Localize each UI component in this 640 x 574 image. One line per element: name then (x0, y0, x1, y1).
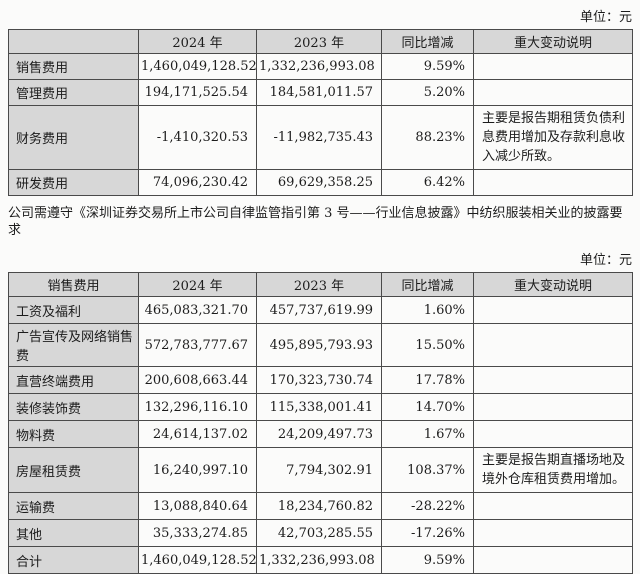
table-row: 其他 35,333,274.85 42,703,285.55 -17.26% (8, 519, 633, 547)
yoy-change: 9.59% (381, 546, 474, 574)
table-header-row: 2024 年 2023 年 同比增减 重大变动说明 (8, 29, 633, 54)
unit-label-top: 单位：元 (579, 10, 632, 25)
table-header-row: 销售费用 2024 年 2023 年 同比增减 重大变动说明 (8, 272, 633, 297)
table-row: 广告宣传及网络销售费 572,783,777.67 495,895,793.93… (8, 323, 633, 367)
header-2023: 2023 年 (256, 272, 382, 297)
expense-label: 广告宣传及网络销售费 (8, 323, 139, 367)
expense-label: 装修装饰费 (8, 393, 139, 421)
value-2024: 1,460,049,128.52 (138, 546, 257, 574)
value-2024: 35,333,274.85 (138, 519, 257, 547)
table-row: 装修装饰费 132,296,116.10 115,338,001.41 14.7… (8, 393, 633, 421)
yoy-change: 9.59% (381, 53, 474, 80)
change-note (473, 546, 633, 574)
header-2023: 2023 年 (256, 29, 382, 54)
expense-label: 研发费用 (8, 169, 139, 196)
expense-label: 管理费用 (8, 79, 139, 106)
change-note (473, 323, 633, 367)
yoy-change: 14.70% (381, 393, 474, 421)
expense-label: 运输费 (8, 492, 139, 520)
header-2024: 2024 年 (138, 272, 257, 297)
value-2024: 132,296,116.10 (138, 393, 257, 421)
header-change-note: 重大变动说明 (473, 272, 633, 297)
yoy-change: 15.50% (381, 323, 474, 367)
table-row: 研发费用 74,096,230.42 69,629,358.25 6.42% (8, 169, 633, 196)
change-note (473, 393, 633, 421)
change-note (473, 420, 633, 448)
table-row: 管理费用 194,171,525.54 184,581,011.57 5.20% (8, 79, 633, 106)
value-2024: 24,614,137.02 (138, 420, 257, 448)
value-2024: 200,608,663.44 (138, 366, 257, 394)
yoy-change: -17.26% (381, 519, 474, 547)
value-2024: 1,460,049,128.52 (138, 53, 257, 80)
selling-expense-detail-table: 销售费用 2024 年 2023 年 同比增减 重大变动说明 工资及福利 465… (8, 272, 633, 574)
change-note (473, 519, 633, 547)
table-row: 合计 1,460,049,128.52 1,332,236,993.08 9.5… (8, 546, 633, 574)
value-2023: 457,737,619.99 (256, 296, 382, 324)
value-2024: -1,410,320.53 (138, 105, 257, 170)
header-2024: 2024 年 (138, 29, 257, 54)
change-note: 主要是报告期直播场地及境外仓库租赁费用增加。 (473, 447, 633, 493)
yoy-change: 1.60% (381, 296, 474, 324)
table-row: 销售费用 1,460,049,128.52 1,332,236,993.08 9… (8, 53, 633, 80)
expense-label: 其他 (8, 519, 139, 547)
yoy-change: 108.37% (381, 447, 474, 493)
yoy-change: 5.20% (381, 79, 474, 106)
value-2023: 24,209,497.73 (256, 420, 382, 448)
expense-label: 工资及福利 (8, 296, 139, 324)
header-yoy-change: 同比增减 (381, 29, 474, 54)
change-note (473, 79, 633, 106)
expense-label: 财务费用 (8, 105, 139, 170)
table-row: 工资及福利 465,083,321.70 457,737,619.99 1.60… (8, 296, 633, 324)
value-2023: 495,895,793.93 (256, 323, 382, 367)
value-2024: 13,088,840.64 (138, 492, 257, 520)
yoy-change: 88.23% (381, 105, 474, 170)
table-row: 直营终端费用 200,608,663.44 170,323,730.74 17.… (8, 366, 633, 394)
expense-label: 直营终端费用 (8, 366, 139, 394)
header-selling-expense: 销售费用 (8, 272, 139, 297)
value-2023: 1,332,236,993.08 (256, 546, 382, 574)
table-row: 房屋租赁费 16,240,997.10 7,794,302.91 108.37%… (8, 447, 633, 493)
change-note (473, 296, 633, 324)
value-2024: 74,096,230.42 (138, 169, 257, 196)
expense-summary-table: 2024 年 2023 年 同比增减 重大变动说明 销售费用 1,460,049… (8, 29, 633, 196)
table-row: 物料费 24,614,137.02 24,209,497.73 1.67% (8, 420, 633, 448)
table-row: 财务费用 -1,410,320.53 -11,982,735.43 88.23%… (8, 105, 633, 170)
yoy-change: -28.22% (381, 492, 474, 520)
yoy-change: 1.67% (381, 420, 474, 448)
yoy-change: 6.42% (381, 169, 474, 196)
value-2023: 18,234,760.82 (256, 492, 382, 520)
expense-label: 销售费用 (8, 53, 139, 80)
value-2023: 1,332,236,993.08 (256, 53, 382, 80)
yoy-change: 17.78% (381, 366, 474, 394)
value-2023: 7,794,302.91 (256, 447, 382, 493)
expense-label: 合计 (8, 546, 139, 574)
value-2024: 465,083,321.70 (138, 296, 257, 324)
change-note (473, 169, 633, 196)
value-2023: 42,703,285.55 (256, 519, 382, 547)
change-note (473, 53, 633, 80)
expense-label: 房屋租赁费 (8, 447, 139, 493)
change-note (473, 366, 633, 394)
header-change-note: 重大变动说明 (473, 29, 633, 54)
value-2023: 69,629,358.25 (256, 169, 382, 196)
value-2023: -11,982,735.43 (256, 105, 382, 170)
table-row: 运输费 13,088,840.64 18,234,760.82 -28.22% (8, 492, 633, 520)
header-blank (8, 29, 139, 54)
value-2024: 194,171,525.54 (138, 79, 257, 106)
value-2024: 572,783,777.67 (138, 323, 257, 367)
header-yoy-change: 同比增减 (381, 272, 474, 297)
expense-label: 物料费 (8, 420, 139, 448)
disclosure-paragraph: 公司需遵守《深圳证券交易所上市公司自律监管指引第 3 号——行业信息披露》中纺织… (8, 206, 623, 238)
unit-label-bottom: 单位：元 (579, 253, 632, 268)
change-note: 主要是报告期租赁负债利息费用增加及存款利息收入减少所致。 (473, 105, 633, 170)
value-2023: 184,581,011.57 (256, 79, 382, 106)
value-2024: 16,240,997.10 (138, 447, 257, 493)
change-note (473, 492, 633, 520)
value-2023: 170,323,730.74 (256, 366, 382, 394)
value-2023: 115,338,001.41 (256, 393, 382, 421)
